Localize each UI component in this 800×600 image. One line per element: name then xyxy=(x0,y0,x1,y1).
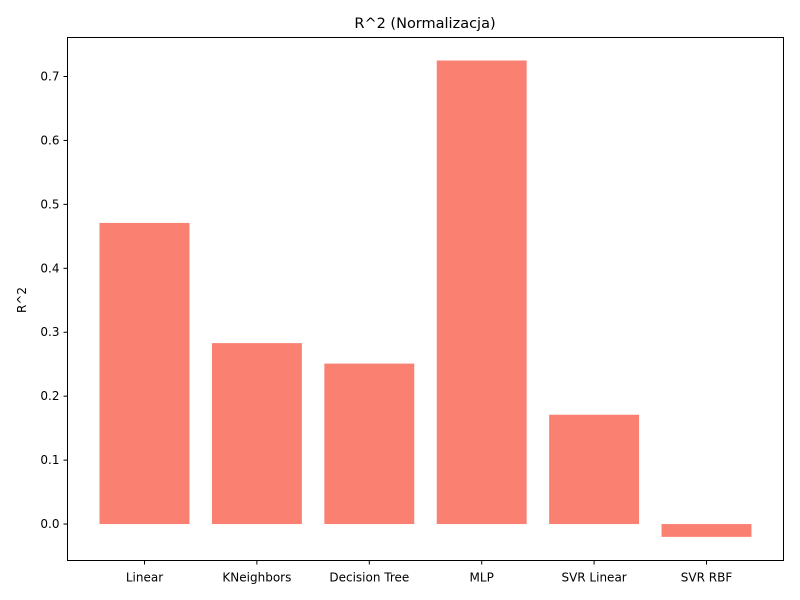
x-tick-label: KNeighbors xyxy=(222,571,291,585)
x-tick-label: SVR Linear xyxy=(561,571,626,585)
x-tick-label: SVR RBF xyxy=(681,571,733,585)
y-tick-label: 0.1 xyxy=(40,453,59,467)
y-axis-label: R^2 xyxy=(15,287,29,313)
bar-kneighbors xyxy=(211,343,302,525)
plot-frame xyxy=(67,37,784,561)
y-tick-label: 0.4 xyxy=(40,261,59,275)
y-tick-label: 0.6 xyxy=(40,133,59,147)
bar-decision-tree xyxy=(324,363,415,525)
y-tick-label: 0.3 xyxy=(40,325,59,339)
x-tick-label: Decision Tree xyxy=(329,571,409,585)
x-tick-label: MLP xyxy=(470,571,494,585)
x-ticks-group: Linear KNeighbors Decision Tree MLP SVR Line… xyxy=(126,560,733,585)
y-ticks-group: 0.0 0.1 0.2 0.3 0.4 0.5 0.6 0.7 xyxy=(40,70,68,531)
x-tick-label: Linear xyxy=(126,571,163,585)
bars-group xyxy=(99,60,752,537)
bar-svr-rbf xyxy=(661,524,752,537)
y-tick-label: 0.0 xyxy=(40,517,59,531)
bar-svr-linear xyxy=(549,414,640,525)
chart-title: R^2 (Normalizacja) xyxy=(354,16,495,32)
y-tick-label: 0.5 xyxy=(40,197,59,211)
bar-mlp xyxy=(436,60,527,525)
y-tick-label: 0.2 xyxy=(40,389,59,403)
bar-linear xyxy=(99,222,190,525)
y-tick-label: 0.7 xyxy=(40,70,59,84)
